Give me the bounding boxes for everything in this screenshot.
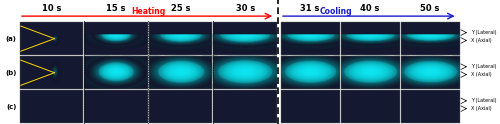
Text: (a): (a)	[6, 36, 16, 42]
Text: (b): (b)	[5, 70, 16, 76]
Text: Heating: Heating	[131, 6, 166, 16]
Text: 50 s: 50 s	[420, 4, 440, 13]
Bar	[84, 90, 148, 123]
Text: 40 s: 40 s	[360, 4, 380, 13]
Bar	[20, 56, 83, 89]
Bar	[280, 56, 340, 89]
Bar	[340, 90, 400, 123]
Text: Y (Lateral): Y (Lateral)	[471, 98, 496, 103]
Bar	[400, 22, 460, 55]
Bar	[149, 90, 212, 123]
Bar	[340, 56, 400, 89]
Text: Y (Lateral): Y (Lateral)	[471, 30, 496, 35]
Text: Y (Lateral): Y (Lateral)	[471, 64, 496, 69]
Text: X (Axial): X (Axial)	[471, 106, 492, 111]
Bar	[84, 56, 148, 89]
Bar	[400, 90, 460, 123]
Bar	[149, 56, 212, 89]
Text: (c): (c)	[6, 104, 16, 110]
Bar	[214, 90, 277, 123]
Text: 15 s: 15 s	[106, 4, 126, 13]
Text: 25 s: 25 s	[171, 4, 190, 13]
Text: Cooling: Cooling	[319, 6, 352, 16]
Bar	[280, 22, 340, 55]
Bar	[340, 22, 400, 55]
Bar	[149, 22, 212, 55]
Text: 10 s: 10 s	[42, 4, 61, 13]
Bar	[214, 56, 277, 89]
Bar	[400, 56, 460, 89]
Text: 31 s: 31 s	[300, 4, 320, 13]
Text: X (Axial): X (Axial)	[471, 38, 492, 43]
Text: X (Axial): X (Axial)	[471, 72, 492, 77]
Bar	[214, 22, 277, 55]
Bar	[280, 90, 340, 123]
Text: 30 s: 30 s	[236, 4, 255, 13]
Bar	[20, 90, 83, 123]
Bar	[20, 22, 83, 55]
Bar	[84, 22, 148, 55]
